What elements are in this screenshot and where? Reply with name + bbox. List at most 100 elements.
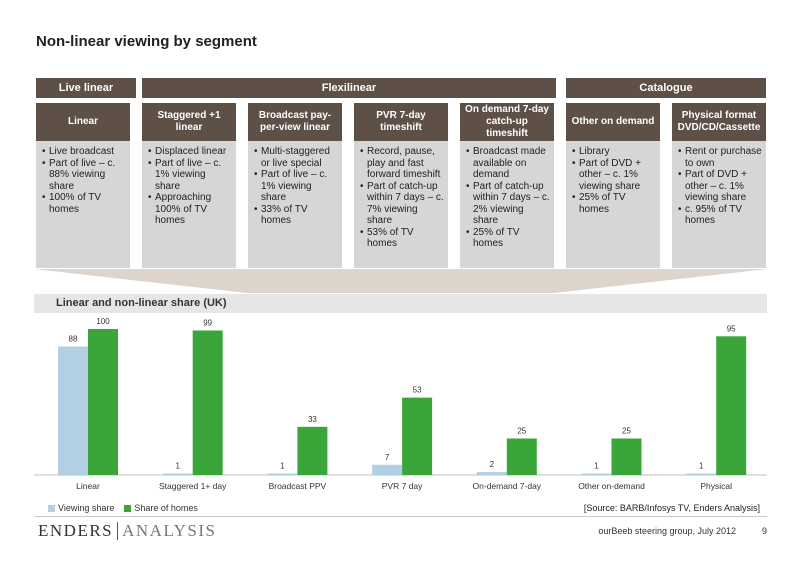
bullet-item: 25% of TV homes (572, 192, 656, 215)
bullet-item: Live broadcast (42, 146, 126, 158)
brand-part2: ANALYSIS (122, 521, 217, 540)
chart-legend: Viewing share Share of homes (48, 503, 208, 513)
column-body: Rent or purchase to ownPart of DVD + oth… (672, 141, 766, 268)
bar-viewing-share (581, 473, 612, 475)
bar-viewing-share (476, 472, 507, 475)
bar-share-of-homes (506, 438, 537, 475)
bar-viewing-share (162, 473, 193, 475)
column-header: PVR 7-day timeshift (354, 103, 448, 141)
data-label: 88 (69, 335, 78, 344)
bar-viewing-share (686, 473, 717, 475)
bullet-item: 53% of TV homes (360, 227, 444, 250)
group-header-catalogue: Catalogue (566, 78, 766, 98)
data-label: 7 (385, 453, 390, 462)
data-label: 25 (517, 427, 526, 436)
bullet-item: Rent or purchase to own (678, 146, 762, 169)
source-note: [Source: BARB/Infosys TV, Enders Analysi… (583, 503, 760, 513)
column-header: On demand 7-day catch-up timeshift (460, 103, 554, 141)
brand-separator (117, 522, 119, 540)
bullet-item: Part of DVD + other – c. 1% viewing shar… (678, 169, 762, 204)
data-label: 1 (280, 462, 285, 471)
data-label: 1 (594, 462, 599, 471)
bullet-item: Broadcast made available on demand (466, 146, 550, 181)
column-body: Record, pause, play and fast forward tim… (354, 141, 448, 268)
bar-viewing-share (372, 464, 403, 475)
bullet-item: Part of live – c. 88% viewing share (42, 158, 126, 193)
bullet-list: Record, pause, play and fast forward tim… (360, 146, 444, 250)
bullet-item: Library (572, 146, 656, 158)
column-body: LibraryPart of DVD + other – c. 1% viewi… (566, 141, 660, 268)
bar-share-of-homes (192, 330, 223, 475)
bullet-item: Approaching 100% of TV homes (148, 192, 232, 227)
funnel-arrow (34, 269, 767, 293)
bar-viewing-share (267, 473, 298, 475)
data-label: 1 (699, 462, 704, 471)
chart-title-band (34, 294, 767, 313)
bullet-list: Broadcast made available on demandPart o… (466, 146, 550, 250)
legend-swatch-share-of-homes (124, 504, 132, 512)
column-body: Multi-staggered or live specialPart of l… (248, 141, 342, 268)
category-label: Other on-demand (578, 481, 645, 491)
bar-share-of-homes (611, 438, 642, 475)
data-label: 33 (308, 415, 317, 424)
brand-logo: ENDERS ANALYSIS (38, 521, 217, 541)
bar-share-of-homes (402, 397, 433, 475)
bar-share-of-homes (716, 336, 747, 475)
legend-item-viewing-share: Viewing share (48, 503, 114, 513)
category-label: PVR 7 day (382, 481, 423, 491)
data-label: 95 (727, 324, 736, 333)
bullet-list: LibraryPart of DVD + other – c. 1% viewi… (572, 146, 656, 215)
data-label: 99 (203, 318, 212, 327)
bullet-list: Displaced linearPart of live – c. 1% vie… (148, 146, 232, 227)
bullet-item: Displaced linear (148, 146, 232, 158)
data-label: 2 (490, 460, 495, 469)
data-label: 1 (175, 462, 180, 471)
footer-divider (34, 516, 767, 517)
bullet-item: 25% of TV homes (466, 227, 550, 250)
bar-viewing-share (58, 346, 88, 475)
column-header: Linear (36, 103, 130, 141)
data-label: 100 (96, 317, 110, 326)
bullet-item: c. 95% of TV homes (678, 204, 762, 227)
bullet-item: Part of live – c. 1% viewing share (148, 158, 232, 193)
bullet-item: Record, pause, play and fast forward tim… (360, 146, 444, 181)
brand-part1: ENDERS (38, 521, 114, 540)
bullet-item: Part of catch-up within 7 days – c. 7% v… (360, 181, 444, 227)
legend-label-share-of-homes: Share of homes (134, 503, 198, 513)
page-number: 9 (761, 526, 767, 536)
category-label: Staggered 1+ day (159, 481, 227, 491)
bullet-list: Multi-staggered or live specialPart of l… (254, 146, 338, 227)
column-header: Other on demand (566, 103, 660, 141)
group-header-flexilinear: Flexilinear (142, 78, 556, 98)
bar-chart: 88 100 Linear 1 99 Staggered 1+ day 1 33 Broadca… (34, 317, 767, 491)
category-label: On-demand 7-day (473, 481, 542, 491)
legend-label-viewing-share: Viewing share (58, 503, 115, 513)
bullet-item: Part of catch-up within 7 days – c. 2% v… (466, 181, 550, 227)
column-header: Broadcast pay-per-view linear (248, 103, 342, 141)
bullet-item: Multi-staggered or live special (254, 146, 338, 169)
bullet-item: Part of DVD + other – c. 1% viewing shar… (572, 158, 656, 193)
legend-item-share-of-homes: Share of homes (124, 503, 198, 513)
column-header: Staggered +1 linear (142, 103, 236, 141)
column-body: Broadcast made available on demandPart o… (460, 141, 554, 268)
bullet-item: 33% of TV homes (254, 204, 338, 227)
chart-title: Linear and non-linear share (UK) (56, 297, 227, 309)
data-label: 25 (622, 427, 631, 436)
category-label: Broadcast PPV (269, 481, 327, 491)
data-label: 53 (413, 386, 422, 395)
legend-swatch-viewing-share (48, 504, 55, 512)
bullet-list: Rent or purchase to ownPart of DVD + oth… (678, 146, 762, 227)
bullet-item: 100% of TV homes (42, 192, 126, 215)
column-header: Physical format DVD/CD/Cassette (672, 103, 766, 141)
bullet-list: Live broadcastPart of live – c. 88% view… (42, 146, 126, 215)
column-body: Live broadcastPart of live – c. 88% view… (36, 141, 130, 268)
page-title: Non-linear viewing by segment (36, 33, 257, 50)
bar-share-of-homes (88, 329, 118, 475)
category-label: Physical (700, 481, 732, 491)
bullet-item: Part of live – c. 1% viewing share (254, 169, 338, 204)
column-body: Displaced linearPart of live – c. 1% vie… (142, 141, 236, 268)
category-label: Linear (76, 481, 100, 491)
footer-note: ourBeeb steering group, July 2012 (598, 526, 736, 536)
group-header-live-linear: Live linear (36, 78, 136, 98)
bar-share-of-homes (297, 426, 328, 475)
